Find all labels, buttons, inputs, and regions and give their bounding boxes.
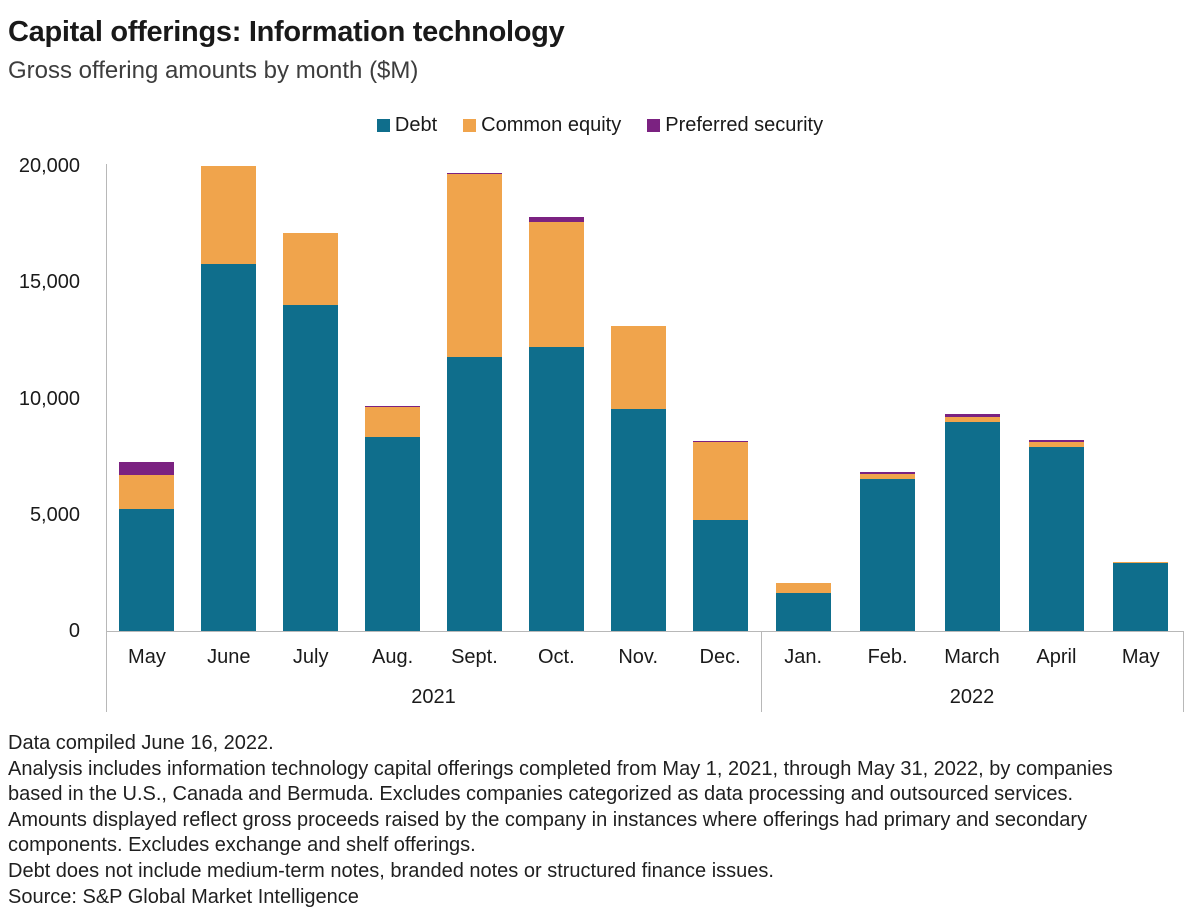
bar-segment-debt [1113, 563, 1169, 631]
legend-label-debt: Debt [394, 114, 438, 136]
month-label-2021-aug: Aug. [371, 646, 414, 668]
bar-segment-debt [610, 409, 666, 631]
bar-segment-common-equity [1028, 442, 1084, 447]
bar-segment-preferred-security [119, 462, 175, 475]
bar-segment-common-equity [528, 222, 584, 347]
bar-segment-common-equity [860, 474, 916, 479]
bar-segment-common-equity [201, 166, 257, 264]
bar-segment-common-equity [283, 233, 339, 305]
month-label-2021-oct: Oct. [537, 646, 575, 668]
footnote-line: Debt does not include medium-term notes,… [8, 859, 774, 882]
year-label-2021: 2021 [411, 686, 456, 708]
bar-segment-common-equity [610, 326, 666, 409]
month-label-2022-march: March [944, 646, 1000, 668]
footnotes: Data compiled June 16, 2022. Analysis in… [8, 731, 1198, 910]
month-label-2022-april: April [1036, 646, 1077, 668]
bar-segment-preferred-security [528, 217, 584, 222]
legend-item-debt: Debt [376, 114, 438, 137]
chart-subtitle: Gross offering amounts by month ($M) [8, 57, 419, 84]
bar-segment-preferred-security [446, 173, 502, 174]
bar-2022-jan [775, 583, 831, 631]
footnote-line: based in the U.S., Canada and Bermuda. E… [8, 783, 1074, 806]
footnote-line: components. Excludes exchange and shelf … [8, 834, 476, 857]
month-label-2021-nov: Nov. [618, 646, 658, 668]
month-label-2022-feb: Feb. [867, 646, 908, 668]
legend-label-common-equity: Common equity [481, 114, 622, 136]
bar-2021-oct [528, 217, 584, 631]
bar-segment-debt [1028, 447, 1084, 631]
bar-segment-debt [365, 437, 421, 631]
bar-segment-preferred-security [365, 406, 421, 407]
legend-item-common-equity: Common equity [463, 114, 621, 137]
bar-segment-debt [692, 520, 748, 631]
bar-segment-common-equity [775, 583, 831, 593]
bar-2022-may [1113, 562, 1169, 631]
footnote-line: Amounts displayed reflect gross proceeds… [8, 808, 1088, 831]
bar-2021-may [119, 462, 175, 631]
legend-label-preferred-security: Preferred security [665, 114, 824, 136]
bar-segment-debt [119, 509, 175, 631]
y-axis-tick-label: 5,000 [29, 503, 80, 526]
x-axis-group-divider [761, 631, 762, 712]
bar-segment-debt [775, 593, 831, 631]
month-label-2021-june: June [207, 646, 251, 668]
bar-segment-debt [944, 422, 1000, 631]
bar-segment-debt [283, 305, 339, 631]
bar-segment-preferred-security [944, 414, 1000, 417]
month-label-2021-may: May [128, 646, 166, 668]
y-axis-line [106, 164, 107, 712]
bar-2021-aug [365, 406, 421, 631]
footnote-line: Analysis includes information technology… [8, 757, 1113, 780]
y-axis-tick-label: 0 [68, 620, 80, 642]
bar-2021-june [201, 166, 257, 631]
y-axis-tick-label: 20,000 [18, 155, 80, 177]
month-label-2022-may: May [1121, 646, 1160, 668]
y-axis-tick-label: 15,000 [18, 271, 80, 294]
bar-segment-common-equity [446, 174, 502, 357]
bar-segment-preferred-security [692, 441, 748, 442]
bar-segment-common-equity [365, 407, 421, 437]
bar-segment-common-equity [944, 417, 1000, 422]
bar-segment-common-equity [1113, 562, 1169, 563]
year-label-2022: 2022 [949, 686, 995, 708]
bar-2022-april [1028, 440, 1084, 631]
bar-segment-debt [201, 264, 257, 631]
bar-2021-sept [446, 173, 502, 631]
footnote-line: Data compiled June 16, 2022. [8, 732, 274, 754]
common-equity-swatch-icon [463, 119, 477, 132]
bar-segment-preferred-security [1028, 440, 1084, 442]
bar-segment-preferred-security [860, 472, 916, 474]
footnote-line: Source: S&P Global Market Intelligence [8, 885, 359, 908]
chart-title: Capital offerings: Information technolog… [8, 16, 565, 48]
y-axis-tick-label: 10,000 [18, 387, 80, 410]
x-axis-group-divider [1183, 631, 1184, 712]
bar-2022-feb [860, 472, 916, 631]
bar-2021-nov [610, 326, 666, 631]
month-label-2022-jan: Jan. [784, 646, 823, 668]
bar-2022-march [944, 414, 1000, 631]
bar-segment-common-equity [119, 475, 175, 509]
bar-segment-debt [446, 357, 502, 631]
debt-swatch-icon [376, 119, 390, 132]
bar-2021-july [283, 233, 339, 631]
x-axis-line [106, 631, 1183, 632]
bar-segment-debt [860, 479, 916, 631]
legend-item-preferred-security: Preferred security [647, 114, 823, 137]
preferred-security-swatch-icon [647, 119, 661, 132]
legend: Debt Common equity Preferred security [0, 114, 1200, 137]
month-label-2021-sept: Sept. [451, 646, 498, 668]
bar-2021-dec [692, 441, 748, 631]
bar-segment-debt [528, 347, 584, 631]
bar-segment-common-equity [692, 442, 748, 520]
month-label-2021-july: July [292, 646, 329, 668]
month-label-2021-dec: Dec. [699, 646, 741, 668]
